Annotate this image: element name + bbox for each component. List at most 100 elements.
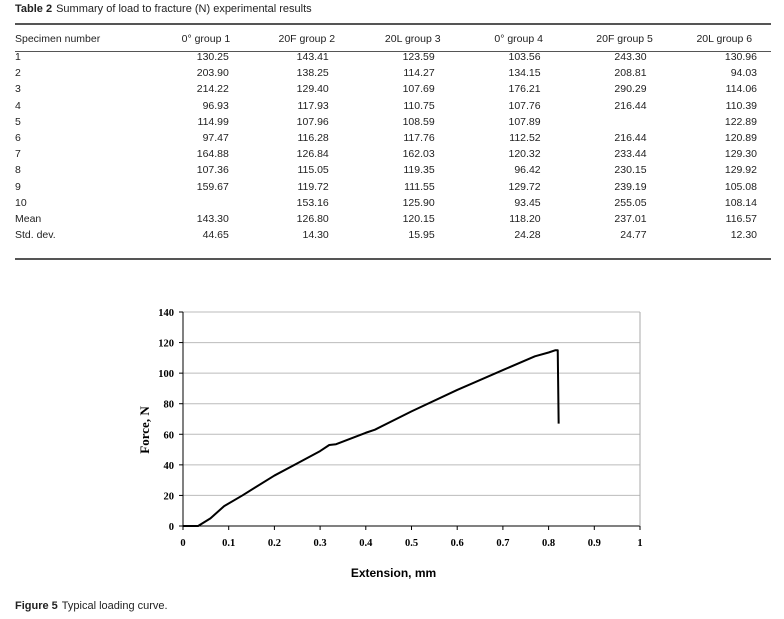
- table-cell: 6: [15, 132, 21, 145]
- table-cell: 107.89: [508, 115, 541, 128]
- y-tick-label: 80: [164, 400, 175, 411]
- table-row: 3 214.22 129.40 107.69 176.21 290.29 114.06: [15, 81, 771, 97]
- table-cell: 15.95: [408, 229, 435, 242]
- table-cell: 119.72: [297, 180, 329, 193]
- table-cell: 120.89: [724, 132, 757, 145]
- table-cell: 8: [15, 164, 21, 177]
- x-tick-label: 1: [637, 538, 642, 549]
- x-tick-label: 0.9: [588, 538, 601, 549]
- table-cell: 230.15: [614, 164, 647, 177]
- table-cell: 143.30: [196, 212, 229, 225]
- table-cell: 237.01: [614, 212, 647, 225]
- table-cell: 4: [15, 99, 21, 112]
- table-cell: 125.90: [402, 196, 435, 209]
- table-top-rule: [15, 23, 771, 25]
- table-cell: 12.30: [730, 229, 757, 242]
- table-cell: 117.76: [403, 132, 435, 145]
- figure-label: Figure 5: [15, 600, 58, 612]
- table-cell: 120.32: [508, 148, 541, 161]
- table-cell: 93.45: [514, 196, 541, 209]
- table-row: 4 96.93 117.93 110.75 107.76 216.44 110.39: [15, 98, 771, 114]
- figure-caption: Figure 5 Typical loading curve.: [15, 600, 168, 612]
- table-bottom-rule: [15, 258, 771, 260]
- table-cell: 107.36: [196, 164, 229, 177]
- table-header-row: Specimen number 0° group 1 20F group 2 20L …: [15, 29, 771, 49]
- table-cell: 107.76: [508, 99, 541, 112]
- table-cell: 107.96: [296, 115, 329, 128]
- table-cell: 2: [15, 67, 21, 80]
- table-cell: 162.03: [402, 148, 435, 161]
- column-header: 20L group 3: [384, 33, 441, 45]
- table-row: 8 107.36 115.05 119.35 96.42 230.15 129.92: [15, 162, 771, 178]
- y-axis-label: Force, N: [137, 406, 152, 454]
- table-cell: 130.96: [724, 51, 757, 64]
- table-cell: 120.15: [402, 212, 435, 225]
- table-cell: 203.90: [196, 67, 229, 80]
- table-row: 7 164.88 126.84 162.03 120.32 233.44 129.30: [15, 146, 771, 162]
- y-tick-label: 40: [164, 461, 175, 472]
- x-axis-label: Extension, mm: [351, 566, 436, 580]
- table-cell: 129.30: [724, 148, 757, 161]
- table-cell: 114.99: [197, 115, 229, 128]
- table-row: 10 153.16 125.90 93.45 255.05 108.14: [15, 195, 771, 211]
- table-cell: 126.84: [296, 148, 329, 161]
- x-tick-label: 0.6: [451, 538, 464, 549]
- table-cell: 116.28: [297, 132, 329, 145]
- table-cell: 115.05: [297, 164, 329, 177]
- table-row: 9 159.67 119.72 111.55 129.72 239.19 105.08: [15, 179, 771, 195]
- table-cell: 129.72: [508, 180, 541, 193]
- table-cell: 216.44: [614, 132, 647, 145]
- table-cell: 290.29: [614, 83, 647, 96]
- table-row: 6 97.47 116.28 117.76 112.52 216.44 120.89: [15, 130, 771, 146]
- table-cell: 208.81: [614, 67, 647, 80]
- force-extension-line: [183, 349, 560, 527]
- x-tick-label: 0.1: [222, 538, 235, 549]
- table-cell: 243.30: [614, 51, 647, 64]
- table-cell: 24.77: [620, 229, 647, 242]
- table-cell: [572, 114, 678, 130]
- table-cell: 105.08: [724, 180, 757, 193]
- table-cell: 107.69: [402, 83, 435, 96]
- table-title: Summary of load to fracture (N) experime…: [56, 3, 312, 15]
- x-tick-label: 0.8: [542, 538, 555, 549]
- table-cell: 110.39: [725, 99, 757, 112]
- y-tick-label: 120: [158, 339, 174, 350]
- table-label: Table 2: [15, 3, 53, 15]
- table-cell: 153.16: [296, 196, 329, 209]
- y-tick-label: 100: [158, 369, 174, 380]
- table-cell: 216.44: [614, 99, 647, 112]
- table-cell: 97.47: [202, 132, 229, 145]
- x-tick-label: 0.2: [268, 538, 281, 549]
- table-cell: 14.30: [302, 229, 329, 242]
- x-tick-label: 0.7: [496, 538, 509, 549]
- table-cell: 96.42: [514, 164, 541, 177]
- table-cell: 44.65: [202, 229, 229, 242]
- table-cell: 94.03: [730, 67, 757, 80]
- table-cell: 108.14: [724, 196, 757, 209]
- table-header-rule: [15, 51, 771, 52]
- table-row: 2 203.90 138.25 114.27 134.15 208.81 94.03: [15, 65, 771, 81]
- table-cell: 117.93: [297, 99, 329, 112]
- x-tick-label: 0.3: [314, 538, 327, 549]
- table-caption: Table 2 Summary of load to fracture (N) e…: [15, 3, 312, 15]
- column-header: 20L group 6: [696, 33, 753, 45]
- y-tick-label: 0: [169, 522, 174, 533]
- table-cell: 129.40: [296, 83, 329, 96]
- table-cell: 164.88: [196, 148, 229, 161]
- table-cell: 10: [15, 196, 27, 209]
- table-cell: 24.28: [514, 229, 541, 242]
- table-row: Std. dev. 44.65 14.30 15.95 24.28 24.77 12.30: [15, 227, 771, 243]
- table-cell: 108.59: [402, 115, 435, 128]
- table-cell: 114.27: [403, 67, 435, 80]
- table-cell: 176.21: [508, 83, 541, 96]
- table-cell: 112.52: [509, 132, 541, 145]
- table-row: Mean 143.30 126.80 120.15 118.20 237.01 116.57: [15, 211, 771, 227]
- column-header: 20F group 5: [596, 33, 653, 45]
- loading-curve-chart: 0 20 40 60 80 100 120 140 0 0.1 0.2 0.3 0.4 0.5 0.6 0.7…: [137, 308, 643, 580]
- table-cell: 114.06: [725, 83, 757, 96]
- table-row: 5 114.99 107.96 108.59 107.89 122.89: [15, 114, 771, 130]
- table-cell: 1: [15, 51, 21, 64]
- column-header: 0° group 1: [181, 33, 231, 45]
- column-header: 0° group 4: [494, 33, 543, 45]
- table-body: 1 130.25 143.41 123.59 103.56 243.30 130.96 2 20…: [15, 49, 771, 243]
